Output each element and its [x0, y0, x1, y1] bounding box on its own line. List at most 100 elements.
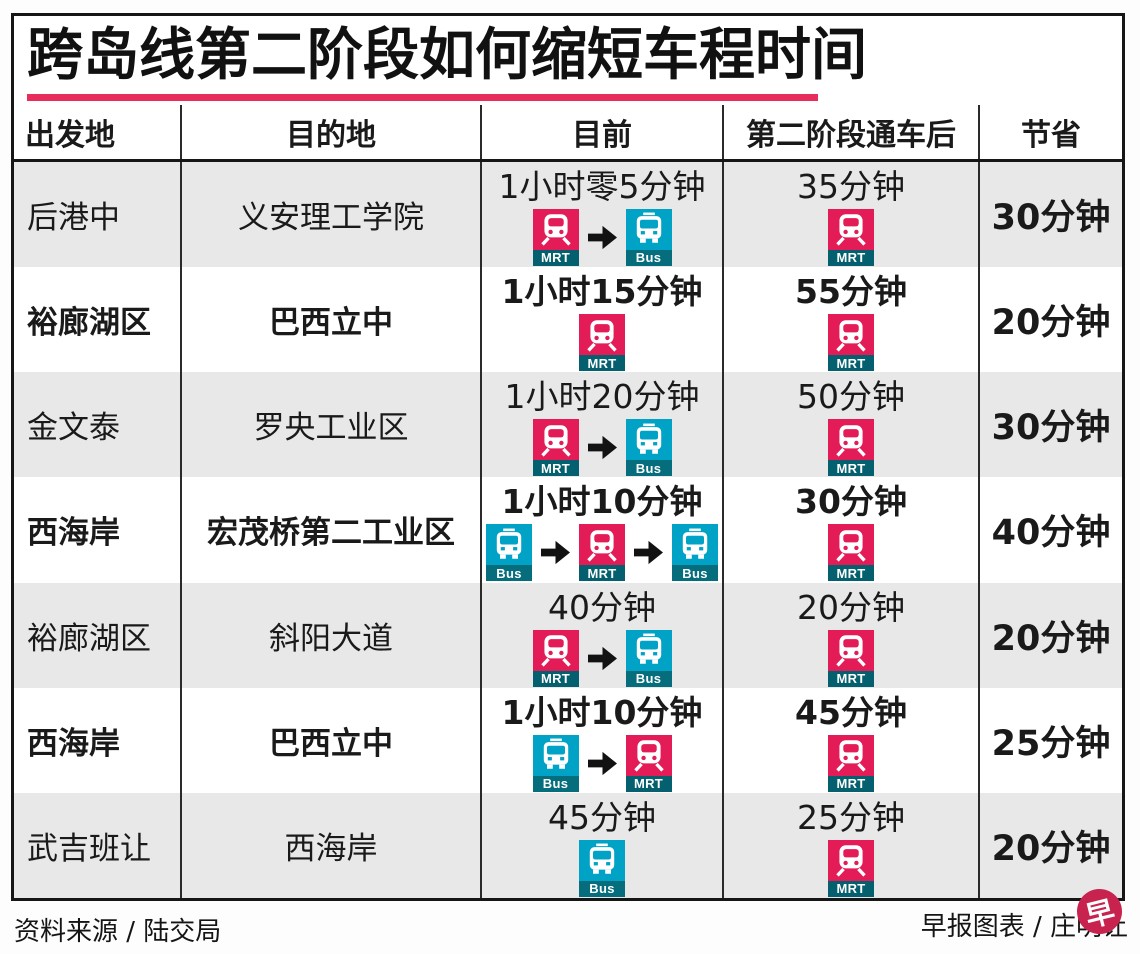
transport-mode-sequence: MRT: [828, 419, 874, 477]
train-glyph: [828, 208, 874, 250]
current-cell: 1小时20分钟 MRT Bus: [480, 372, 722, 478]
transport-mode-sequence: MRT: [579, 314, 625, 372]
title-underline: [27, 94, 818, 101]
destination-cell: 西海岸: [180, 792, 480, 898]
after-cell: 50分钟 MRT: [722, 372, 978, 478]
table-row: 后港中 义安理工学院 1小时零5分钟 MRT Bus 35分钟 MRT 30分钟: [14, 162, 1122, 268]
destination-cell: 罗央工业区: [180, 372, 480, 478]
transport-mode-sequence: MRT Bus: [532, 208, 672, 266]
mode-label: MRT: [532, 460, 579, 477]
transport-mode-sequence: MRT: [828, 734, 874, 792]
train-glyph: [579, 524, 625, 566]
table-panel: 跨岛线第二阶段如何缩短车程时间 出发地 目的地 目前 第二阶段通车后 节省 后港…: [11, 13, 1125, 901]
arrow-right-icon: [539, 538, 572, 567]
origin-cell: 西海岸: [27, 725, 120, 762]
train-glyph: [828, 629, 874, 671]
current-duration: 1小时10分钟: [501, 482, 703, 522]
column-header-destination: 目的地: [180, 105, 480, 159]
train-glyph: [828, 524, 874, 566]
arrow-right-icon: [586, 223, 619, 252]
current-duration: 1小时20分钟: [504, 377, 700, 417]
bus-glyph: [625, 419, 672, 461]
bus-glyph: [625, 208, 672, 250]
mode-label: MRT: [579, 565, 625, 582]
mrt-icon: MRT: [828, 314, 874, 372]
after-duration: 25分钟: [797, 797, 905, 837]
arrow-right-icon: [586, 644, 619, 673]
bus-glyph: [486, 524, 532, 566]
transport-mode-sequence: MRT Bus: [532, 419, 672, 477]
mode-label: MRT: [828, 249, 874, 266]
table-header: 出发地 目的地 目前 第二阶段通车后 节省: [14, 105, 1122, 162]
current-cell: 1小时10分钟 Bus MRT: [480, 687, 722, 793]
mode-label: Bus: [486, 565, 532, 582]
current-duration: 1小时15分钟: [501, 272, 703, 312]
destination-cell: 巴西立中: [180, 687, 480, 793]
transport-mode-sequence: Bus MRT: [532, 734, 672, 792]
transport-mode-sequence: MRT: [828, 839, 874, 897]
column-header-savings: 节省: [978, 105, 1122, 159]
mode-label: MRT: [532, 249, 579, 266]
bus-icon: Bus: [486, 524, 532, 582]
current-duration: 45分钟: [548, 797, 656, 837]
mrt-icon: MRT: [532, 208, 579, 266]
current-duration: 1小时10分钟: [501, 692, 703, 732]
train-glyph: [828, 839, 874, 881]
bus-icon: Bus: [579, 839, 625, 897]
current-duration: 40分钟: [548, 587, 656, 627]
mrt-icon: MRT: [828, 524, 874, 582]
mode-label: MRT: [828, 355, 874, 372]
mode-label: Bus: [579, 880, 625, 897]
column-header-origin: 出发地: [25, 118, 115, 153]
origin-cell: 裕廊湖区: [27, 620, 151, 657]
destination-cell: 义安理工学院: [180, 162, 480, 268]
mrt-icon: MRT: [532, 629, 579, 687]
mode-label: Bus: [625, 460, 672, 477]
mode-label: MRT: [828, 670, 874, 687]
mode-label: MRT: [579, 355, 625, 372]
destination-cell: 巴西立中: [180, 267, 480, 373]
mrt-icon: MRT: [625, 734, 672, 792]
mode-label: Bus: [625, 249, 672, 266]
mode-label: Bus: [625, 670, 672, 687]
after-cell: 45分钟 MRT: [722, 687, 978, 793]
destination-cell: 斜阳大道: [180, 582, 480, 688]
after-duration: 30分钟: [795, 482, 907, 522]
zaobao-logo-glyph: 早: [1081, 893, 1119, 934]
table-row: 西海岸 宏茂桥第二工业区 1小时10分钟 Bus MRT Bus 30分钟 MRT …: [14, 477, 1122, 583]
savings-cell: 30分钟: [978, 162, 1122, 268]
table-row: 西海岸 巴西立中 1小时10分钟 Bus MRT 45分钟 MRT 25分钟: [14, 687, 1122, 793]
after-duration: 35分钟: [797, 167, 905, 206]
bus-glyph: [672, 524, 718, 566]
mrt-icon: MRT: [828, 419, 874, 477]
transport-mode-sequence: MRT: [828, 208, 874, 266]
transport-mode-sequence: MRT Bus: [532, 629, 672, 687]
transport-mode-sequence: MRT: [828, 524, 874, 582]
train-glyph: [532, 208, 579, 250]
bus-icon: Bus: [625, 208, 672, 266]
savings-cell: 20分钟: [978, 792, 1122, 898]
savings-cell: 20分钟: [978, 582, 1122, 688]
mode-label: MRT: [828, 775, 874, 792]
after-cell: 25分钟 MRT: [722, 792, 978, 898]
bus-glyph: [625, 629, 672, 671]
after-duration: 55分钟: [795, 272, 907, 312]
bus-icon: Bus: [672, 524, 718, 582]
table-row: 金文泰 罗央工业区 1小时20分钟 MRT Bus 50分钟 MRT 30分钟: [14, 372, 1122, 478]
arrow-right-icon: [632, 538, 665, 567]
train-glyph: [532, 419, 579, 461]
mode-label: MRT: [532, 670, 579, 687]
page-title: 跨岛线第二阶段如何缩短车程时间: [27, 23, 867, 88]
column-header-current: 目前: [480, 105, 722, 159]
train-glyph: [579, 314, 625, 356]
table-body: 后港中 义安理工学院 1小时零5分钟 MRT Bus 35分钟 MRT 30分钟 …: [14, 162, 1122, 898]
after-duration: 45分钟: [795, 692, 907, 732]
train-glyph: [828, 314, 874, 356]
table-row: 裕廊湖区 巴西立中 1小时15分钟 MRT 55分钟 MRT 20分钟: [14, 267, 1122, 373]
train-glyph: [625, 734, 672, 776]
mode-label: Bus: [532, 775, 579, 792]
current-cell: 40分钟 MRT Bus: [480, 582, 722, 688]
bus-icon: Bus: [625, 419, 672, 477]
transport-mode-sequence: Bus MRT Bus: [486, 524, 718, 582]
